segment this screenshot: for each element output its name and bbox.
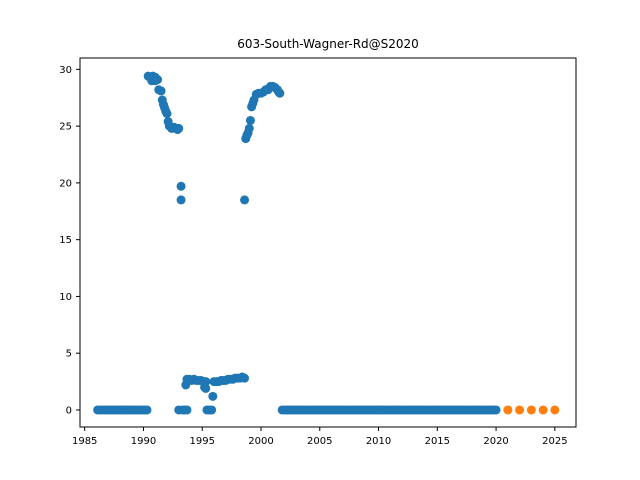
x-tick-label: 2025 xyxy=(542,436,567,447)
axes-frame xyxy=(79,57,577,428)
x-tick-label: 1990 xyxy=(131,436,156,447)
data-point xyxy=(244,123,254,133)
data-point xyxy=(515,405,525,415)
data-point xyxy=(201,383,211,393)
data-point xyxy=(503,405,513,415)
chart-title: 603-South-Wagner-Rd@S2020 xyxy=(237,37,419,51)
data-point xyxy=(240,373,250,383)
y-tick-label: 25 xyxy=(59,122,72,133)
x-tick-label: 2000 xyxy=(248,436,273,447)
data-point xyxy=(526,405,536,415)
x-tick-label: 2010 xyxy=(366,436,391,447)
data-point xyxy=(174,123,184,133)
data-point xyxy=(162,109,172,119)
x-tick-label: 2015 xyxy=(425,436,450,447)
x-tick-label: 2020 xyxy=(483,436,508,447)
x-axis: 1985 1990 1995 2000 2005 2010 2015 2020 2025 xyxy=(72,427,568,447)
y-tick-label: 30 xyxy=(59,65,72,76)
data-point xyxy=(491,405,501,415)
x-tick-label: 1985 xyxy=(72,436,97,447)
y-tick-label: 0 xyxy=(66,405,72,416)
data-point xyxy=(550,405,560,415)
y-tick-label: 20 xyxy=(59,178,72,189)
y-tick-label: 5 xyxy=(66,349,72,360)
y-axis: 0 5 10 15 20 25 30 xyxy=(59,65,80,416)
y-tick-label: 10 xyxy=(59,292,72,303)
data-point xyxy=(208,391,218,401)
data-point xyxy=(207,405,217,415)
data-point xyxy=(538,405,548,415)
data-point xyxy=(240,195,250,205)
data-point xyxy=(156,86,166,96)
y-tick-label: 15 xyxy=(59,235,72,246)
data-point xyxy=(176,181,186,191)
data-point xyxy=(182,405,192,415)
data-point xyxy=(176,195,186,205)
data-point xyxy=(150,76,160,86)
x-tick-label: 1995 xyxy=(190,436,215,447)
data-point xyxy=(275,88,285,98)
plot-area xyxy=(93,71,560,415)
data-point xyxy=(245,115,255,125)
data-point xyxy=(142,405,152,415)
x-tick-label: 2005 xyxy=(307,436,332,447)
